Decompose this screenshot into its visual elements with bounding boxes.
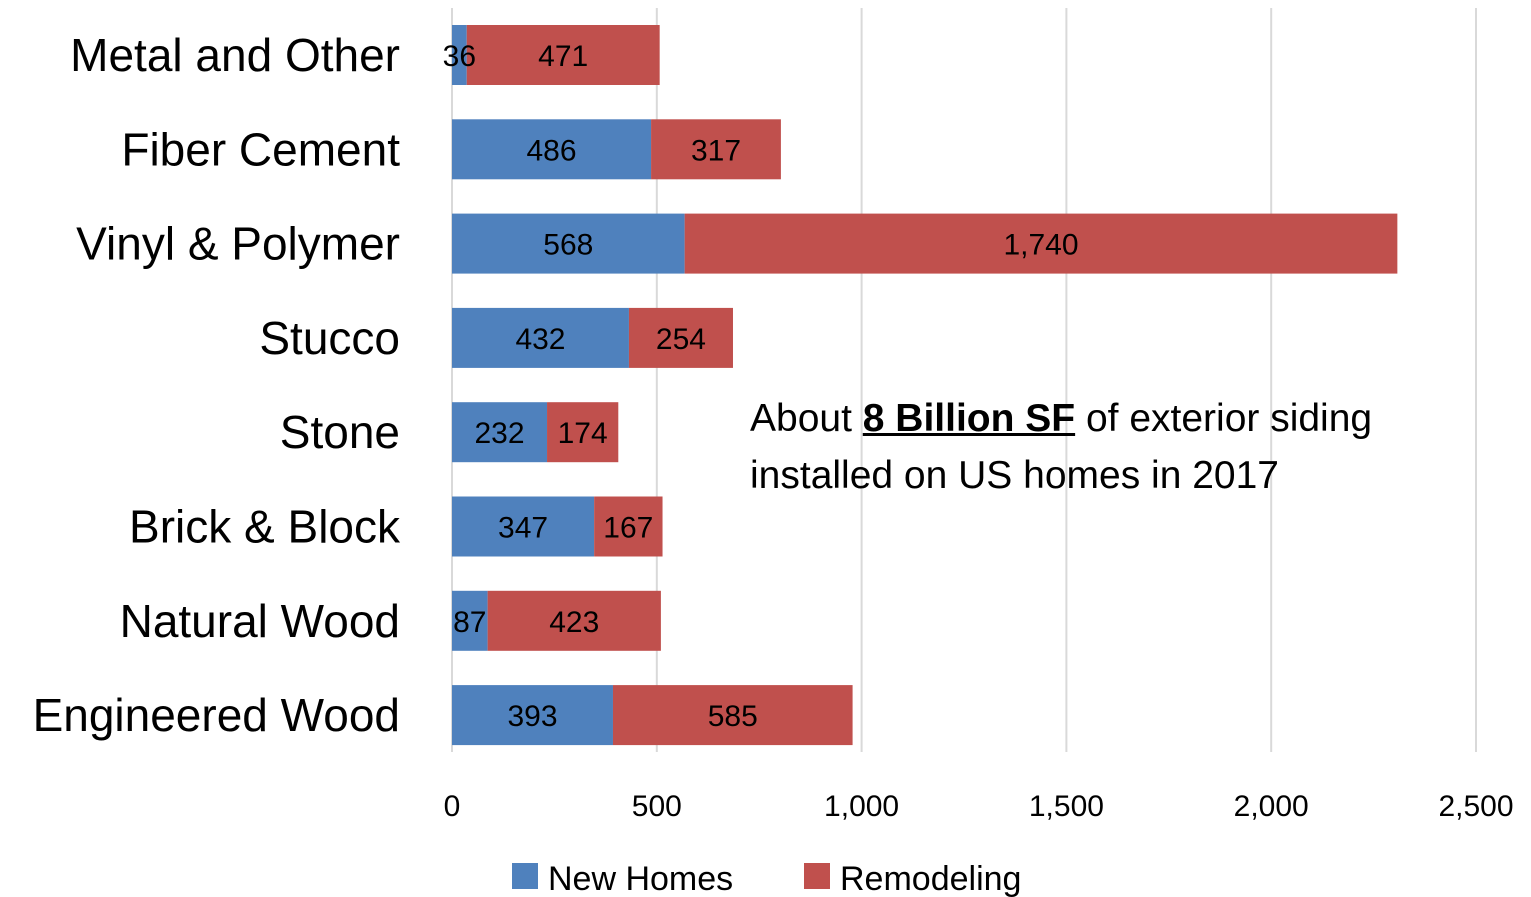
annotation-suffix: of exterior siding installed on US homes… — [750, 397, 1373, 497]
legend-swatch-remodeling — [804, 863, 830, 889]
legend-swatch-new-homes — [512, 863, 538, 889]
x-tick-label: 1,000 — [824, 790, 899, 823]
bar-new-homes — [452, 496, 595, 557]
x-tick-label: 2,500 — [1438, 790, 1513, 823]
legend: New Homes Remodeling — [512, 860, 1021, 897]
data-label: 232 — [474, 417, 524, 450]
bar-new-homes — [452, 402, 548, 463]
annotation-emphasis: 8 Billion SF — [862, 397, 1076, 440]
category-label: Stone — [280, 406, 400, 458]
x-tick-label: 1,500 — [1029, 790, 1104, 823]
bar-new-homes — [452, 685, 613, 746]
bar-remodeling — [487, 590, 661, 651]
category-label: Brick & Block — [129, 501, 401, 553]
data-label: 486 — [527, 134, 577, 167]
bar-remodeling — [684, 213, 1398, 274]
bar-remodeling — [612, 685, 853, 746]
data-label: 347 — [498, 512, 548, 545]
x-tick-label: 500 — [632, 790, 682, 823]
data-label: 423 — [549, 606, 599, 639]
category-label: Vinyl & Polymer — [76, 218, 400, 270]
data-label: 174 — [558, 417, 608, 450]
bar-remodeling — [466, 25, 660, 85]
bars — [452, 25, 1398, 746]
data-label: 1,740 — [1003, 229, 1078, 262]
data-label: 471 — [538, 40, 588, 73]
bar-remodeling — [594, 496, 663, 557]
x-tick-label: 0 — [444, 790, 461, 823]
legend-label: Remodeling — [840, 860, 1021, 897]
category-label: Stucco — [259, 312, 400, 364]
annotation-prefix: About — [750, 397, 863, 440]
data-labels: 36 471 486 317 568 1,740 432 254 232 174 347 167 87 4… — [443, 40, 1079, 733]
bar-remodeling — [651, 119, 781, 180]
category-label: Metal and Other — [70, 29, 400, 81]
bar-remodeling — [547, 402, 619, 463]
data-label: 393 — [507, 700, 557, 733]
bar-new-homes — [452, 307, 629, 368]
category-label: Engineered Wood — [33, 689, 400, 741]
data-label: 585 — [708, 700, 758, 733]
value-axis: 0 500 1,000 1,500 2,000 2,500 — [444, 790, 1514, 823]
category-axis: Metal and Other Fiber Cement Vinyl & Polym… — [33, 29, 401, 741]
category-label: Fiber Cement — [121, 123, 400, 175]
bar-new-homes — [452, 590, 488, 651]
data-label: 87 — [453, 606, 486, 639]
bar-new-homes — [452, 213, 685, 274]
data-label: 254 — [656, 323, 706, 356]
bar-new-homes — [452, 25, 467, 85]
chart-annotation: About 8 Billion SF of exterior siding in… — [750, 390, 1510, 504]
bar-remodeling — [628, 307, 733, 368]
data-label: 432 — [515, 323, 565, 356]
bar-new-homes — [452, 119, 652, 180]
category-label: Natural Wood — [120, 595, 400, 647]
data-label: 167 — [603, 512, 653, 545]
data-label: 36 — [443, 40, 476, 73]
data-label: 568 — [543, 229, 593, 262]
legend-label: New Homes — [548, 860, 733, 897]
x-tick-label: 2,000 — [1234, 790, 1309, 823]
data-label: 317 — [691, 134, 741, 167]
